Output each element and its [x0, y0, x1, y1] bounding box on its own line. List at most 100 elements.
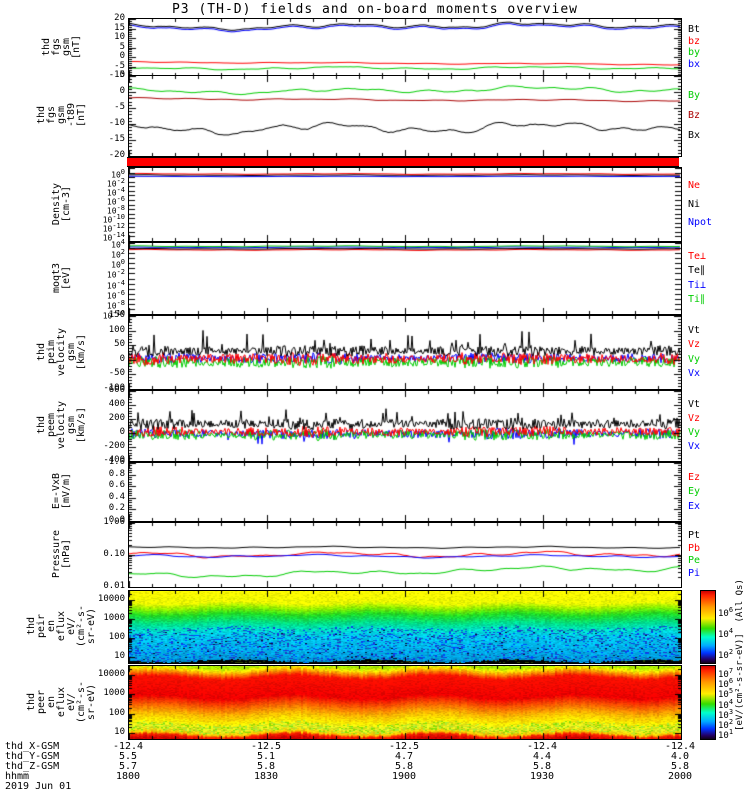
- bottom-value-thd_Z-GSM-4: 5.8: [670, 761, 690, 772]
- bottom-value-thd_X-GSM-0: -12.4: [112, 741, 144, 752]
- ytick-peer-eflux-3: 10: [114, 727, 125, 738]
- ytick-fgs-gsm-4: 0: [119, 51, 125, 61]
- colorbar-0: [700, 590, 716, 664]
- ytick-moqt3-4: 10-4: [106, 278, 125, 291]
- ytick-density-5: 10-10: [102, 213, 125, 225]
- panel-peem-velocity: [128, 390, 682, 462]
- bottom-value-hhmm-4: 2000: [667, 771, 693, 782]
- ytick-e-field-1: 0.8: [108, 468, 125, 479]
- legend-fgs-gsm-Bt: Bt: [688, 24, 701, 36]
- legend-density-Ni: Ni: [688, 198, 701, 210]
- ytick-e-field-4: 0.2: [108, 503, 125, 514]
- bottom-row-label-hhmm: hhmm: [5, 771, 30, 782]
- bottom-row-label-thd_Z-GSM: thd_Z-GSM: [5, 761, 60, 772]
- legend-pressure-Pi: Pi: [688, 568, 701, 580]
- ytick-fgs-gsm-t89-0: 5: [119, 70, 125, 80]
- ytick-density-4: 10-8: [106, 204, 125, 216]
- ytick-fgs-gsm-6: -10: [108, 70, 125, 80]
- legend-pressure-Pb: Pb: [688, 542, 701, 554]
- ytick-density-6: 10-12: [102, 222, 125, 234]
- panel-peir-eflux: [128, 590, 682, 664]
- bottom-row-label-thd_X-GSM: thd_X-GSM: [5, 741, 60, 752]
- ylabel-peim-velocity: thd peim velocity gsm [km/s]: [36, 327, 87, 376]
- colorbar-tick-0-2: 102: [718, 647, 734, 661]
- panel-fgs-gsm-t89: [128, 75, 682, 157]
- panel-moqt3: [128, 242, 682, 315]
- bottom-value-thd_Y-GSM-2: 4.7: [394, 751, 414, 762]
- legend-peim-velocity-Vz: Vz: [688, 339, 701, 351]
- ytick-fgs-gsm-0: 20: [114, 13, 125, 23]
- legend-e-field-Ex: Ex: [688, 500, 701, 512]
- legend-peem-velocity-Vz: Vz: [688, 413, 701, 424]
- bottom-value-thd_Z-GSM-1: 5.8: [256, 761, 276, 772]
- bottom-value-thd_X-GSM-4: -12.4: [664, 741, 696, 752]
- legend-fgs-gsm-t89-Bx: Bx: [688, 130, 701, 141]
- colorbar-tick-1-3: 104: [718, 697, 734, 711]
- colorbar-tick-0-1: 104: [718, 627, 734, 641]
- ytick-peim-velocity-2: 50: [114, 339, 125, 350]
- ytick-peim-velocity-0: 150: [108, 310, 125, 320]
- legend-pressure-Pe: Pe: [688, 555, 701, 567]
- legend-peim-velocity-Vy: Vy: [688, 353, 701, 365]
- ytick-peem-velocity-0: 600: [108, 385, 125, 395]
- ytick-fgs-gsm-t89-2: -5: [114, 102, 125, 112]
- ytick-density-3: 10-6: [106, 194, 125, 207]
- legend-moqt3-Ti⊥: Ti⊥: [688, 279, 707, 291]
- bottom-value-hhmm-0: 1800: [115, 771, 141, 782]
- bottom-value-thd_Y-GSM-3: 4.4: [532, 751, 552, 762]
- ytick-moqt3-6: 10-8: [106, 298, 125, 311]
- legend-peim-velocity-Vx: Vx: [688, 368, 701, 380]
- bottom-value-thd_Y-GSM-0: 5.5: [118, 751, 138, 762]
- ytick-peem-velocity-1: 400: [108, 399, 125, 409]
- legend-e-field-Ey: Ey: [688, 486, 701, 497]
- legend-pressure-Pt: Pt: [688, 529, 701, 541]
- ytick-moqt3-5: 10-6: [106, 288, 125, 301]
- legend-moqt3-Ti∥: Ti∥: [688, 293, 706, 305]
- ytick-fgs-gsm-5: -5: [114, 60, 125, 71]
- ytick-density-7: 10-14: [102, 231, 125, 244]
- colorbar-tick-1-4: 103: [718, 707, 734, 721]
- bottom-value-thd_Z-GSM-2: 5.8: [394, 761, 414, 772]
- ytick-peim-velocity-5: -100: [103, 383, 125, 393]
- ytick-pressure-0: 1.00: [103, 517, 125, 527]
- colorbar-1: [700, 665, 716, 740]
- ytick-moqt3-2: 100: [111, 258, 125, 270]
- ytick-density-1: 10-2: [106, 176, 125, 189]
- page-title: P3 (TH-D) fields and on-board moments ov…: [171, 2, 579, 17]
- panel-density: [128, 167, 682, 242]
- ytick-moqt3-1: 102: [111, 248, 125, 260]
- ytick-fgs-gsm-1: 15: [114, 22, 125, 33]
- colorbar-tick-1-0: 107: [718, 666, 734, 680]
- legend-density-Npot: Npot: [688, 216, 713, 228]
- bottom-value-hhmm-3: 1930: [529, 771, 555, 782]
- ytick-fgs-gsm-t89-5: -20: [108, 150, 125, 160]
- ytick-e-field-2: 0.6: [108, 480, 125, 491]
- colorbar-tick-0-0: 106: [718, 606, 734, 620]
- ytick-peir-eflux-2: 100: [108, 632, 125, 643]
- colorbar-tick-1-1: 106: [718, 677, 734, 691]
- bottom-value-thd_X-GSM-2: -12.5: [388, 741, 420, 752]
- colorbar-unit-label: [eV/(cm²-s-sr-eV)] (All Qs): [735, 579, 745, 731]
- ytick-pressure-2: 0.01: [103, 581, 125, 591]
- ytick-peem-velocity-2: 200: [108, 413, 125, 423]
- legend-peem-velocity-Vt: Vt: [688, 399, 701, 410]
- ytick-peem-velocity-3: 0: [119, 427, 125, 437]
- ytick-e-field-0: 1.0: [108, 457, 125, 467]
- flag-bar: [127, 157, 679, 167]
- legend-fgs-gsm-bz: bz: [688, 35, 701, 47]
- legend-peem-velocity-Vy: Vy: [688, 427, 701, 438]
- ytick-density-0: 100: [111, 167, 125, 180]
- colorbar-tick-1-6: 101: [718, 728, 734, 742]
- bottom-value-thd_Y-GSM-4: 4.0: [670, 751, 690, 762]
- bottom-value-thd_Z-GSM-3: 5.8: [532, 761, 552, 772]
- colorbar-tick-1-2: 105: [718, 687, 734, 701]
- date-label: 2019 Jun 01: [5, 781, 72, 792]
- legend-fgs-gsm-t89-By: By: [688, 90, 701, 101]
- legend-moqt3-Te∥: Te∥: [688, 265, 706, 277]
- bottom-value-thd_X-GSM-1: -12.5: [250, 741, 282, 752]
- panel-peim-velocity: [128, 315, 682, 390]
- ytick-peem-velocity-5: -400: [103, 455, 125, 465]
- ytick-peir-eflux-0: 10000: [97, 593, 125, 604]
- legend-peim-velocity-Vt: Vt: [688, 324, 701, 336]
